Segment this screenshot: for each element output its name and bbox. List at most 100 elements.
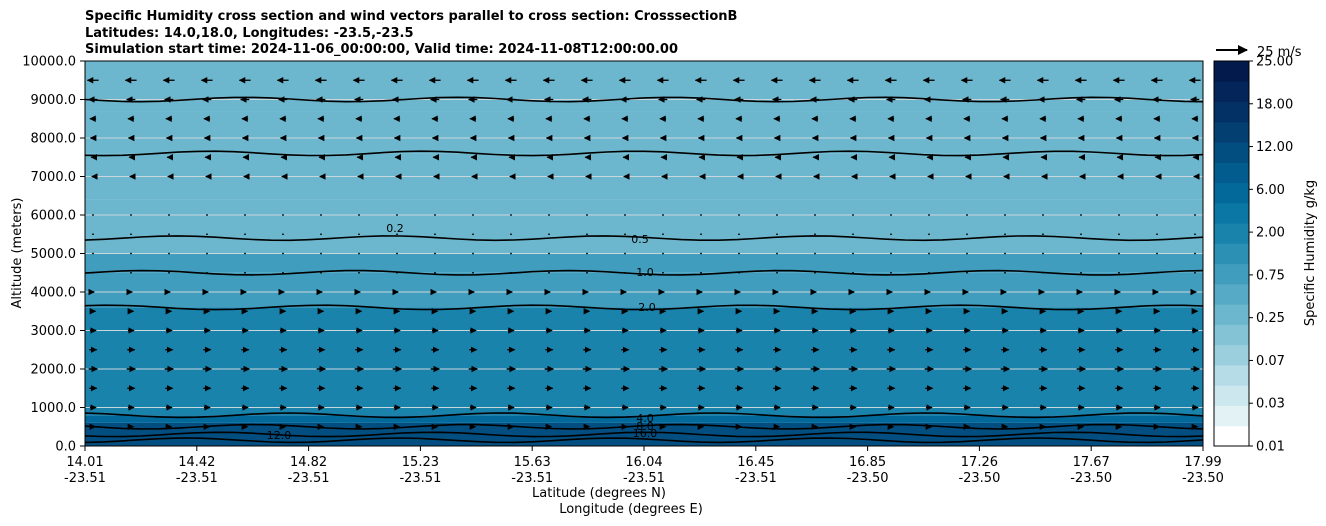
wind-vector	[852, 252, 854, 255]
humidity-band-1	[85, 415, 1203, 423]
wind-vector	[434, 271, 436, 274]
wind-vector	[434, 252, 436, 255]
wind-vector	[624, 233, 626, 236]
wind-vector	[1080, 271, 1082, 274]
wind-vector	[890, 252, 892, 255]
colorbar-label: Specific Humidity g/kg	[1303, 180, 1318, 326]
colorbar-swatch-5	[1214, 324, 1249, 346]
chart-title-block: Specific Humidity cross section and wind…	[85, 9, 737, 59]
wind-vector	[1042, 214, 1044, 216]
wind-vector	[624, 252, 626, 255]
colorbar-frame	[1213, 60, 1250, 447]
x-tick-lat: 14.42	[178, 455, 215, 470]
contour-lines: 0.2 0.5 1.0 2.0 4.08.0 12.0 16.0	[84, 96, 1204, 444]
colorbar-tick-label: 0.75	[1256, 268, 1285, 283]
contour-line-8	[84, 437, 1204, 444]
y-tick-label: 6000.0	[31, 209, 77, 224]
wind-vector	[776, 252, 778, 255]
wind-vector	[700, 233, 702, 236]
wind-vector	[206, 252, 208, 255]
wind-vector	[168, 233, 170, 236]
wind-vector	[928, 233, 930, 236]
wind-vector	[966, 252, 968, 255]
wind-vector	[282, 233, 284, 236]
wind-vector	[168, 214, 170, 216]
wind-vector	[358, 252, 360, 255]
colorbar-tick-label: 18.00	[1256, 97, 1293, 112]
x-tick-lon: -23.50	[1182, 471, 1224, 486]
wind-vector	[1080, 252, 1082, 255]
contour-line-7	[84, 431, 1204, 438]
contour-label-8-0: 8.0	[636, 420, 654, 433]
wind-vector	[510, 252, 512, 255]
wind-vector	[510, 271, 512, 274]
wind-vector	[852, 233, 854, 236]
wind-vector	[928, 271, 930, 274]
wind-vector	[130, 271, 132, 274]
wind-vector	[92, 271, 94, 274]
wind-vector	[472, 214, 474, 216]
wind-vector	[434, 233, 436, 236]
wind-vector	[1194, 252, 1196, 255]
y-axis: 0.0 1000.0 2000.0 3000.0 4000.0 5000.0 6000.0 7…	[22, 55, 85, 455]
contour-label-0-5: 0.5	[631, 233, 649, 246]
wind-vector	[130, 214, 132, 216]
wind-vector	[776, 233, 778, 236]
colorbar-swatch-11	[1214, 202, 1249, 224]
wind-vector	[700, 214, 702, 216]
x-tick-lat: 17.99	[1184, 455, 1221, 470]
wind-vector	[244, 252, 246, 255]
chart-subtitle-times: Simulation start time: 2024-11-06_00:00:…	[85, 42, 678, 57]
x-tick-lat: 17.26	[961, 455, 998, 470]
colorbar-tick-label: 25.00	[1256, 55, 1293, 70]
gridlines	[85, 60, 1203, 447]
wind-vector	[548, 271, 550, 274]
wind-vector	[966, 233, 968, 236]
x-tick-lat: 14.01	[66, 455, 103, 470]
colorbar-swatch-15	[1214, 121, 1249, 143]
wind-vector	[472, 271, 474, 274]
wind-vector	[282, 252, 284, 255]
wind-vector	[320, 233, 322, 236]
colorbar-swatch-13	[1214, 162, 1249, 184]
colorbar-swatch-3	[1214, 364, 1249, 386]
x-tick-lon: -23.50	[958, 471, 1000, 486]
wind-vector	[966, 214, 968, 216]
wind-vector	[624, 214, 626, 216]
wind-vector	[928, 214, 930, 216]
colorbar-tick-label: 0.01	[1256, 440, 1285, 455]
wind-vector	[1156, 233, 1158, 236]
x-axis: 14.01-23.5114.42-23.5114.82-23.5115.23-2…	[64, 446, 1224, 486]
wind-vector	[966, 271, 968, 274]
wind-vector	[1042, 233, 1044, 236]
wind-vector	[358, 214, 360, 216]
wind-vector	[472, 233, 474, 236]
colorbar-swatch-7	[1214, 283, 1249, 305]
x-tick-lon: -23.51	[623, 471, 665, 486]
colorbar-tick-label: 0.07	[1256, 354, 1285, 369]
contour-line-3	[84, 269, 1204, 276]
wind-vector	[206, 214, 208, 216]
contour-line-0	[84, 96, 1204, 103]
wind-vector	[92, 252, 94, 255]
wind-vector	[320, 271, 322, 274]
wind-vector	[1156, 214, 1158, 216]
colorbar-tick-label: 6.00	[1256, 183, 1285, 198]
wind-vector	[1004, 252, 1006, 255]
wind-vector	[928, 252, 930, 255]
colorbar-swatch-18	[1214, 61, 1249, 82]
contour-label-0-2: 0.2	[386, 222, 404, 235]
wind-vector	[1042, 252, 1044, 255]
wind-vector	[852, 271, 854, 274]
wind-vector	[1080, 233, 1082, 236]
wind-vector	[510, 233, 512, 236]
wind-vector	[814, 271, 816, 274]
colorbar-tick-label: 0.03	[1256, 397, 1285, 412]
wind-vector	[168, 252, 170, 255]
wind-vector	[548, 214, 550, 216]
y-tick-label: 2000.0	[31, 363, 77, 378]
contour-line-4	[84, 304, 1204, 311]
wind-vector	[814, 233, 816, 236]
y-axis-label: Altitude (meters)	[10, 198, 25, 309]
